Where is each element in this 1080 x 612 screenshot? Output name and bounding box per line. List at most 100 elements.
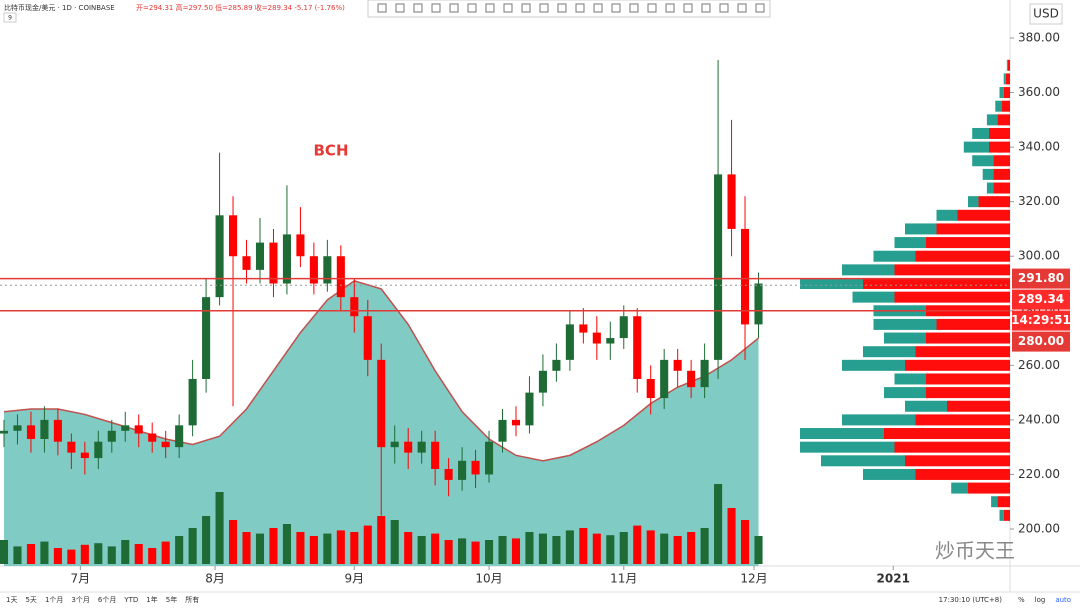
range-button[interactable]: 所有	[185, 595, 199, 604]
candle-body	[727, 174, 736, 229]
tool[interactable]	[377, 3, 387, 13]
y-tick-label: 220.00	[1018, 467, 1060, 481]
tool[interactable]	[755, 3, 765, 13]
volume-bar	[444, 540, 453, 564]
candle-body	[471, 460, 480, 475]
currency: USD	[1033, 7, 1059, 21]
candle-body	[511, 419, 521, 426]
price-label: 291.80	[1018, 271, 1064, 285]
clock: 17:30:10 (UTC+8)	[939, 596, 1003, 604]
indicator-toggle[interactable]	[3, 12, 17, 23]
profile-down	[968, 482, 1010, 494]
volume-bar	[390, 520, 399, 564]
profile-up	[800, 278, 863, 289]
tool[interactable]	[647, 3, 657, 13]
candle-body	[377, 359, 386, 448]
tool[interactable]	[431, 3, 441, 13]
price-label-box	[1012, 268, 1070, 289]
range-button[interactable]: 3个月	[71, 596, 89, 604]
candle-body	[673, 359, 682, 371]
candle-body	[202, 297, 211, 379]
profile-down	[936, 318, 1010, 330]
currency-box[interactable]	[1029, 3, 1063, 25]
range-button[interactable]: 1天	[6, 596, 17, 604]
range-button[interactable]: 6个月	[98, 596, 116, 604]
y-tick-label: 380.00	[1018, 31, 1060, 45]
tool[interactable]	[449, 3, 459, 13]
profile-up	[852, 291, 895, 303]
candle-body	[13, 425, 22, 431]
volume-bar	[134, 544, 143, 564]
tool[interactable]	[737, 3, 747, 13]
scale-option[interactable]: %	[1018, 596, 1025, 604]
range-button[interactable]: 1个月	[45, 596, 63, 604]
scale-option[interactable]: auto	[1055, 596, 1071, 604]
candle-body	[255, 242, 265, 270]
profile-down	[926, 387, 1010, 399]
profile-down	[926, 237, 1010, 249]
volume-bar	[606, 535, 615, 564]
candle-body	[740, 228, 750, 325]
tool[interactable]	[521, 3, 531, 13]
candle-body	[700, 359, 709, 388]
profile-up	[884, 387, 926, 399]
tool[interactable]	[539, 3, 549, 13]
tool[interactable]	[665, 3, 675, 13]
volume-bar	[498, 536, 507, 564]
profile-up	[936, 209, 958, 221]
price-label-box	[1012, 331, 1070, 352]
profile-up	[905, 400, 947, 412]
tool[interactable]	[611, 3, 621, 13]
scale-option[interactable]: log	[1035, 596, 1046, 604]
volume-bar	[660, 533, 669, 564]
candle-body	[754, 283, 763, 325]
profile-up	[821, 455, 905, 467]
volume-bar	[148, 548, 157, 564]
tool[interactable]	[395, 3, 405, 13]
volume-bar	[471, 541, 480, 564]
volume-bar	[458, 538, 467, 564]
profile-up	[894, 237, 926, 249]
volume-bar	[417, 536, 426, 564]
tool[interactable]	[467, 3, 477, 13]
volume-bar	[282, 524, 291, 564]
profile-up	[972, 127, 989, 139]
tool[interactable]	[629, 3, 639, 13]
range-button[interactable]: 1年	[146, 595, 157, 604]
tool[interactable]	[413, 3, 423, 13]
candle-body	[350, 297, 359, 317]
volume-bar	[323, 533, 332, 564]
tool[interactable]	[575, 3, 585, 13]
candle-body	[309, 256, 318, 284]
range-button[interactable]: YTD	[123, 596, 138, 604]
volume-bar	[229, 520, 238, 564]
tool[interactable]	[701, 3, 711, 13]
candle-body	[53, 419, 62, 442]
candle-body	[714, 174, 723, 360]
countdown-box	[1012, 310, 1070, 331]
candle-body	[458, 460, 467, 480]
profile-down	[936, 223, 1010, 235]
candle-body	[633, 316, 642, 379]
price-label: 280.00	[1018, 334, 1064, 348]
volume-bar	[255, 533, 265, 564]
tool[interactable]	[719, 3, 729, 13]
x-tick-label: 11月	[610, 572, 637, 586]
range-button[interactable]: 5年	[166, 595, 177, 604]
tool[interactable]	[503, 3, 513, 13]
candle-body	[525, 392, 534, 426]
candle-body	[660, 359, 669, 399]
candle-body	[592, 332, 601, 344]
profile-up	[884, 332, 926, 344]
profile-down	[989, 127, 1010, 139]
tool[interactable]	[683, 3, 693, 13]
candle-body	[188, 378, 197, 426]
tool[interactable]	[557, 3, 567, 13]
profile-down	[905, 359, 1010, 371]
candle-body	[390, 441, 399, 448]
range-button[interactable]: 5天	[25, 596, 36, 604]
tool[interactable]	[485, 3, 495, 13]
tool[interactable]	[593, 3, 603, 13]
volume-bar	[687, 532, 696, 564]
